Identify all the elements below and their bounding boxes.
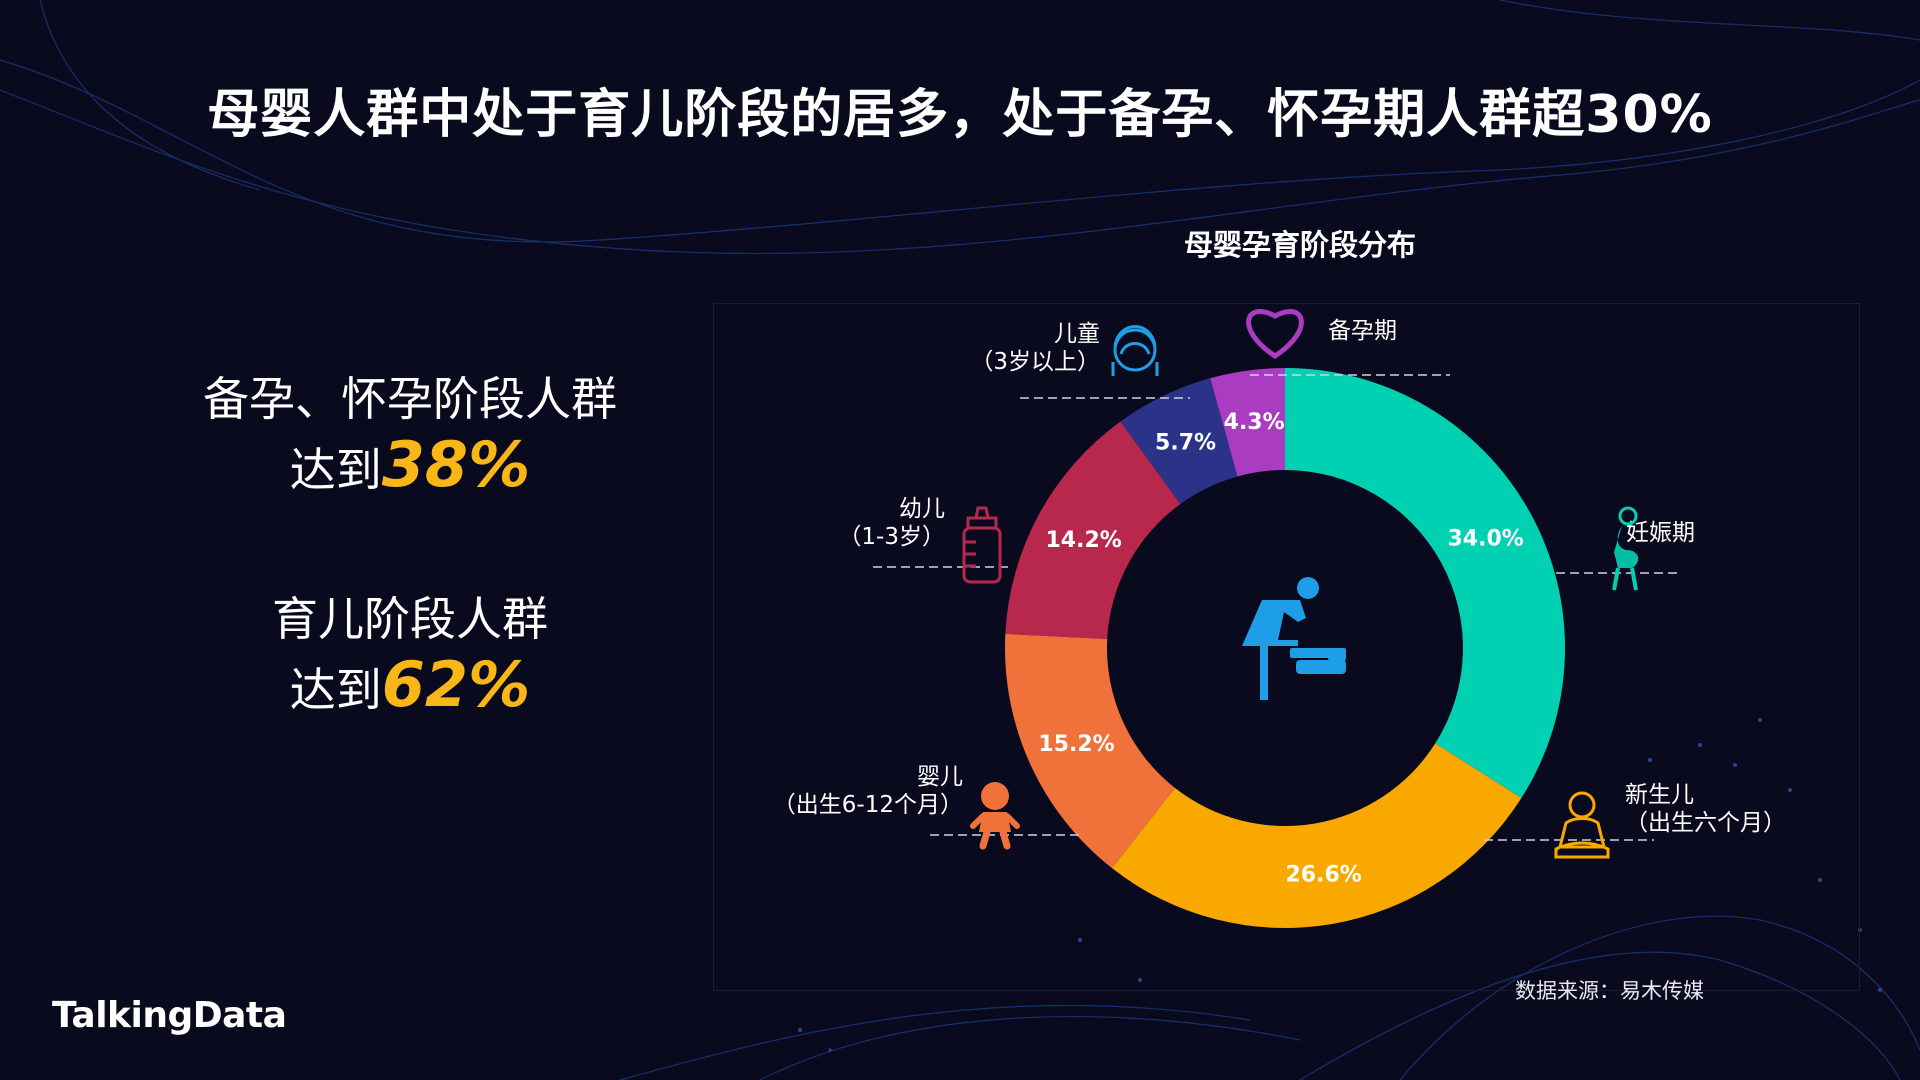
slice-value-label: 4.3% (1224, 410, 1285, 435)
slice-value-label: 34.0% (1448, 527, 1524, 552)
slice-value-label: 5.7% (1155, 431, 1216, 456)
chart-title: 母婴孕育阶段分布 (1183, 228, 1416, 262)
child-icon (1111, 325, 1159, 376)
slice-value-label: 15.2% (1038, 732, 1114, 757)
brand-logo: TalkingData (52, 995, 287, 1036)
category-label: 新生儿 (1625, 782, 1694, 808)
donut-slice-5 (1120, 378, 1238, 504)
stat-line: 达到38% (150, 432, 670, 503)
chart-frame (713, 303, 1860, 991)
page-title: 母婴人群中处于育儿阶段的居多，处于备孕、怀孕期人群超30% (207, 85, 1713, 145)
stat-label: 备孕、怀孕阶段人群 (203, 372, 617, 426)
baby-bottle-icon (962, 506, 1002, 584)
heart-icon (1246, 309, 1304, 359)
stat-value: 62% (381, 648, 531, 721)
stat-prefix: 达到 (289, 443, 382, 497)
slice-value-label: 26.6% (1285, 863, 1361, 888)
stat-block-preparation: 备孕、怀孕阶段人群 达到38% (150, 366, 670, 503)
baby-changing-icon (1242, 577, 1346, 700)
donut-slice-4 (1005, 421, 1181, 640)
stat-value: 38% (381, 428, 531, 501)
category-label: （3岁以上） (970, 349, 1100, 375)
stat-block-parenting: 育儿阶段人群 达到62% (150, 586, 670, 723)
stat-label: 育儿阶段人群 (272, 592, 548, 646)
donut-slice-6 (1210, 368, 1285, 477)
pregnant-woman-icon (1612, 506, 1639, 591)
category-label: 备孕期 (1328, 318, 1397, 344)
category-label: 儿童 (1054, 321, 1100, 347)
category-label: （出生6-12个月） (773, 792, 963, 818)
newborn-icon (1554, 791, 1610, 859)
donut-slice-3 (1005, 633, 1176, 869)
category-label: 妊娠期 (1626, 520, 1695, 546)
category-label: 幼儿 (899, 496, 945, 522)
baby-icon (970, 782, 1020, 850)
category-label: 婴儿 (917, 764, 963, 790)
donut-slice-2 (1111, 743, 1522, 928)
category-label: （出生六个月） (1625, 810, 1786, 836)
stat-line: 达到62% (150, 652, 670, 723)
donut-slice-1 (1285, 368, 1565, 799)
data-source: 数据来源：易木传媒 (1515, 979, 1704, 1003)
category-label: （1-3岁） (838, 524, 945, 550)
stat-prefix: 达到 (289, 663, 382, 717)
slice-value-label: 14.2% (1045, 528, 1121, 553)
